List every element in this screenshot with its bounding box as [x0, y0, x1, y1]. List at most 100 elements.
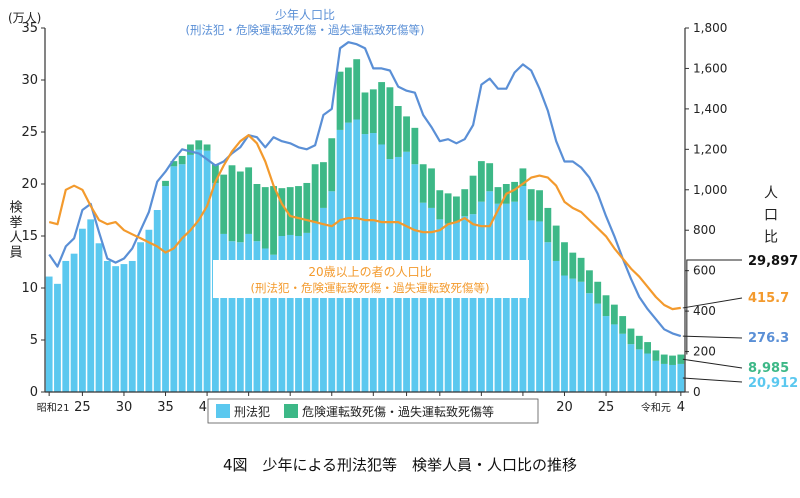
- y-right-tick-label: 600: [693, 264, 716, 278]
- y-right-tick-label: 1,800: [693, 21, 727, 35]
- bar-penal: [536, 221, 543, 392]
- bar-traffic: [162, 180, 169, 187]
- bar-penal: [619, 333, 627, 392]
- y-right-tick-label: 800: [693, 223, 716, 237]
- bar-traffic: [303, 182, 311, 233]
- bar-penal: [669, 364, 676, 392]
- bar-traffic: [527, 189, 535, 221]
- bar-traffic: [552, 225, 560, 261]
- leader-youth-rate: [682, 335, 743, 339]
- x-tick-label: 20: [556, 400, 573, 415]
- bar-penal: [170, 166, 178, 392]
- bar-penal: [153, 210, 161, 392]
- bar-penal: [203, 150, 211, 392]
- bar-traffic: [394, 106, 402, 157]
- line-adult-rate: [48, 134, 681, 311]
- bar-penal: [128, 260, 136, 392]
- bar-traffic: [436, 190, 444, 220]
- leader-adult-rate: [682, 297, 743, 309]
- x-tick-label: 令和元: [641, 401, 671, 414]
- bar-penal: [220, 233, 228, 392]
- bar-traffic: [369, 89, 377, 134]
- figure-title: 4図 少年による刑法犯等 検挙人員・人口比の推移: [223, 456, 577, 474]
- bar-penal: [353, 119, 361, 393]
- bar-traffic: [461, 189, 469, 217]
- bar-traffic: [486, 163, 494, 192]
- bar-traffic: [677, 354, 685, 364]
- bar-penal: [561, 275, 568, 392]
- bar-penal: [62, 260, 70, 392]
- bar-traffic: [344, 67, 352, 123]
- bar-penal: [178, 164, 186, 392]
- end-callouts: 29,897 415.7 276.3 8,985 20,912: [682, 254, 798, 391]
- y-left-unit: (万人): [8, 11, 41, 25]
- end-label-total: 29,897: [748, 254, 798, 269]
- bar-traffic: [220, 174, 228, 234]
- bar-traffic: [444, 193, 452, 224]
- x-tick-label: 25: [598, 400, 615, 415]
- bar-penal: [120, 264, 128, 392]
- bar-penal: [145, 229, 153, 392]
- bar-traffic: [253, 184, 261, 242]
- bar-penal: [436, 219, 444, 392]
- bar-penal: [586, 293, 593, 392]
- bar-traffic: [178, 155, 186, 165]
- bar-penal: [245, 233, 253, 392]
- legend-swatch-penal: [216, 404, 230, 418]
- bar-traffic: [336, 71, 344, 130]
- x-tick-label: 4: [677, 400, 685, 415]
- bar-traffic: [245, 167, 253, 234]
- bar-penal: [103, 260, 111, 392]
- bar-traffic: [228, 165, 236, 242]
- y-left-tick-label: 15: [21, 229, 38, 244]
- bar-traffic: [669, 355, 676, 365]
- bar-penal: [453, 222, 460, 392]
- bar-penal: [644, 353, 652, 392]
- bar-traffic: [660, 354, 668, 364]
- youth-line-annotation: 少年人口比 (刑法犯・危険運転致死傷・過失運転致死傷等): [186, 8, 425, 37]
- y-left-tick-label: 0: [30, 385, 38, 400]
- end-label-penal: 20,912: [748, 376, 798, 391]
- bar-traffic: [353, 59, 361, 120]
- bar-penal: [552, 260, 560, 392]
- end-label-youth-rate: 276.3: [748, 331, 789, 346]
- bar-traffic: [561, 242, 568, 276]
- bar-penal: [652, 360, 660, 392]
- bar-traffic: [428, 168, 435, 208]
- bar-traffic: [594, 281, 602, 304]
- bar-traffic: [411, 127, 419, 165]
- x-tick-label: 35: [157, 400, 174, 415]
- bar-traffic: [519, 168, 527, 187]
- legend-label-traffic: 危険運転致死傷・過失運転致死傷等: [302, 404, 494, 419]
- y-right-tick-label: 0: [693, 385, 701, 399]
- x-tick-label: 昭和21: [37, 402, 70, 414]
- bar-penal: [195, 149, 203, 392]
- y-right-label: 人口比: [762, 185, 778, 251]
- y-left-label: 検挙人員: [7, 200, 23, 260]
- bar-traffic: [320, 162, 327, 208]
- youth-line-sublabel: (刑法犯・危険運転致死傷・過失運転致死傷等): [186, 23, 425, 37]
- bar-traffic: [652, 350, 660, 361]
- bar-penal: [253, 241, 261, 392]
- legend: 刑法犯 危険運転致死傷・過失運転致死傷等: [207, 398, 539, 424]
- bar-traffic: [286, 187, 294, 235]
- bar-penal: [87, 219, 95, 392]
- bar-traffic: [378, 82, 386, 145]
- end-label-traffic: 8,985: [748, 361, 789, 376]
- y-left-tick-label: 20: [21, 177, 38, 192]
- y-right-tick-label: 1,600: [693, 61, 727, 75]
- bar-penal: [469, 214, 477, 392]
- y-right-tick-label: 400: [693, 304, 716, 318]
- leader-penal: [682, 377, 743, 383]
- bar-penal: [261, 248, 269, 392]
- adult-line-sublabel: (刑法犯・危険運転致死傷・過失運転致死傷等): [251, 281, 490, 295]
- bar-traffic: [577, 257, 585, 282]
- bar-traffic: [211, 164, 219, 183]
- bar-traffic: [569, 252, 577, 279]
- bar-traffic: [195, 140, 203, 150]
- legend-frame: [207, 398, 539, 424]
- youth-line-label: 少年人口比: [275, 8, 335, 22]
- bar-traffic: [544, 207, 552, 243]
- bar-penal: [70, 253, 78, 392]
